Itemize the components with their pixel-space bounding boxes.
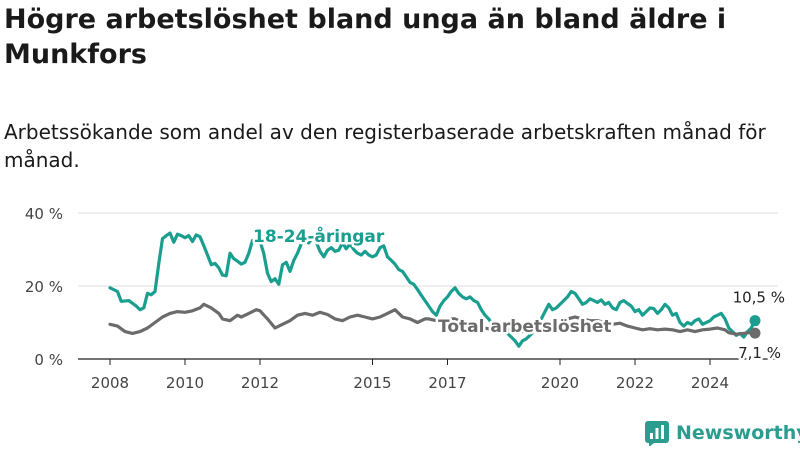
series-label-total: Total arbetslöshet: [438, 317, 612, 337]
end-point-youth: [749, 315, 761, 327]
brand-name: Newsworthy: [676, 422, 800, 444]
x-tick-label: 2017: [428, 374, 466, 392]
y-tick-label: 0 %: [34, 351, 63, 369]
newsworthy-logo-icon: [645, 421, 669, 446]
series-line-youth: [108, 231, 757, 348]
x-tick-label: 2015: [353, 374, 391, 392]
brand-logo: Newsworthy: [644, 419, 800, 447]
x-tick-label: 2022: [616, 374, 654, 392]
x-tick-label: 2020: [541, 374, 579, 392]
series-label-youth: 18-24-åringar: [253, 225, 385, 247]
series-labels: 18-24-åringar Total arbetslöshet 10,5 % 7,1…: [251, 223, 788, 365]
x-tick-label: 2010: [166, 374, 204, 392]
chart-subtitle: Arbetssökande som andel av den registerb…: [4, 120, 766, 172]
y-tick-label: 40 %: [25, 205, 63, 223]
series-lines: [108, 231, 761, 348]
series-line-total: [108, 302, 757, 336]
chart-title: Högre arbetslöshet bland unga än bland ä…: [4, 4, 727, 70]
x-tick-label: 2024: [691, 374, 729, 392]
end-value-total: 7,1 %: [738, 344, 781, 362]
end-value-youth: 10,5 %: [733, 289, 785, 307]
x-tick-label: 2012: [241, 374, 279, 392]
y-tick-label: 20 %: [25, 278, 63, 296]
end-point-total: [749, 327, 761, 339]
x-axis: 2008 2010 2012 2015 2017 2020 2022 2024: [91, 359, 729, 392]
x-tick-label: 2008: [91, 374, 129, 392]
gridlines: 0 % 20 % 40 %: [25, 205, 778, 369]
